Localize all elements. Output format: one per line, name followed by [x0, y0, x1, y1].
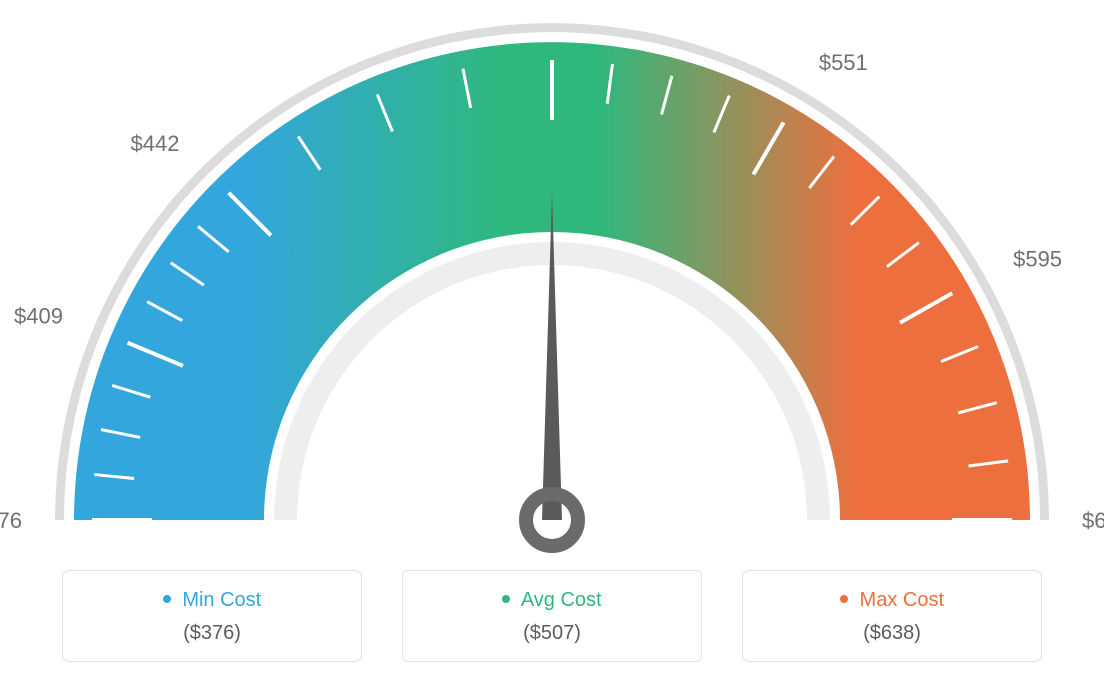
svg-text:$638: $638 [1082, 508, 1104, 533]
legend-card-min: Min Cost ($376) [62, 570, 362, 662]
legend-value: ($507) [403, 622, 701, 645]
dot-icon [163, 595, 171, 603]
legend-value: ($376) [63, 622, 361, 645]
legend-row: Min Cost ($376) Avg Cost ($507) Max Cost… [0, 570, 1104, 662]
dot-icon [502, 595, 510, 603]
legend-label: Max Cost [860, 589, 944, 611]
legend-title-min: Min Cost [63, 589, 361, 612]
svg-text:$595: $595 [1013, 247, 1062, 272]
svg-text:$409: $409 [14, 304, 63, 329]
legend-title-avg: Avg Cost [403, 589, 701, 612]
svg-text:$507: $507 [528, 0, 577, 3]
cost-gauge: $376 $409 $442 $507 $551 $595 $638 [0, 0, 1104, 560]
legend-card-max: Max Cost ($638) [742, 570, 1042, 662]
svg-text:$551: $551 [819, 50, 868, 75]
dot-icon [840, 595, 848, 603]
svg-text:$442: $442 [131, 131, 180, 156]
legend-card-avg: Avg Cost ($507) [402, 570, 702, 662]
legend-label: Min Cost [182, 589, 261, 611]
legend-title-max: Max Cost [743, 589, 1041, 612]
gauge-svg: $376 $409 $442 $507 $551 $595 $638 [0, 0, 1104, 560]
legend-value: ($638) [743, 622, 1041, 645]
svg-text:$376: $376 [0, 508, 22, 533]
legend-label: Avg Cost [521, 589, 602, 611]
